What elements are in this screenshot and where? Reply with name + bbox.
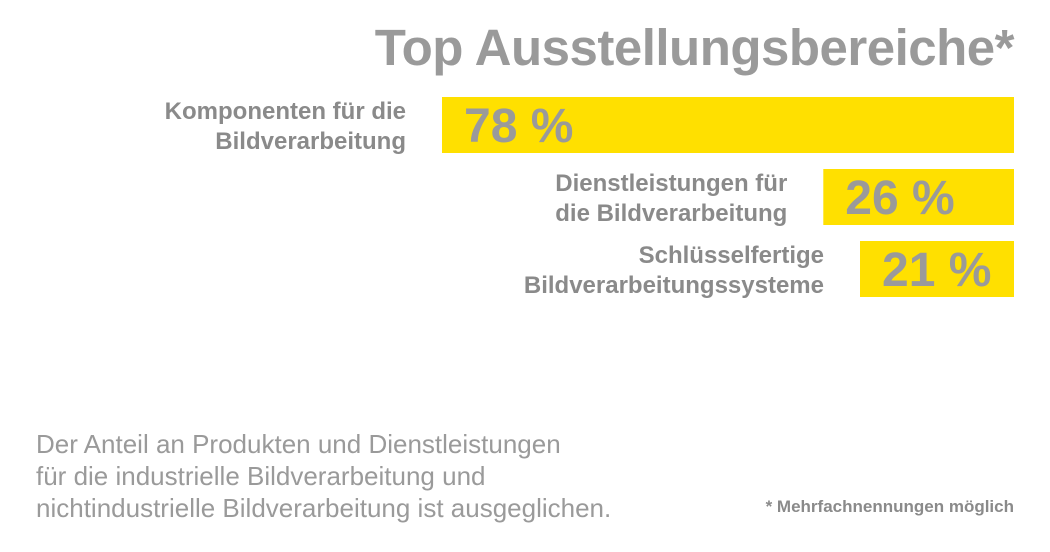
note-line: Der Anteil an Produkten und Dienstleistu… xyxy=(36,429,561,459)
category-label: Bildverarbeitungssysteme xyxy=(524,272,824,299)
bar-value-label: 26 % xyxy=(845,172,954,225)
category-label: Schlüsselfertige xyxy=(639,242,824,269)
bar-chart: 78 % Komponenten für die Bildverarbeitung 2… xyxy=(165,97,1014,299)
category-label: Bildverarbeitung xyxy=(215,128,406,155)
note-line: nichtindustrielle Bildverarbeitung ist a… xyxy=(36,493,612,523)
bar xyxy=(823,169,1014,225)
bar-value-label: 78 % xyxy=(464,100,573,153)
summary-note: Der Anteil an Produkten und Dienstleistu… xyxy=(36,428,611,524)
bar xyxy=(442,97,1014,153)
category-label: Komponenten für die xyxy=(165,98,406,125)
footnote: * Mehrfachnennungen möglich xyxy=(765,497,1014,516)
chart-title: Top Ausstellungsbereiche* xyxy=(374,19,1015,76)
category-label: die Bildverarbeitung xyxy=(555,200,787,227)
category-label: Dienstleistungen für xyxy=(555,170,787,197)
note-line: für die industrielle Bildverarbeitung un… xyxy=(36,461,486,491)
bar xyxy=(860,241,1014,297)
bar-value-label: 21 % xyxy=(882,244,991,297)
